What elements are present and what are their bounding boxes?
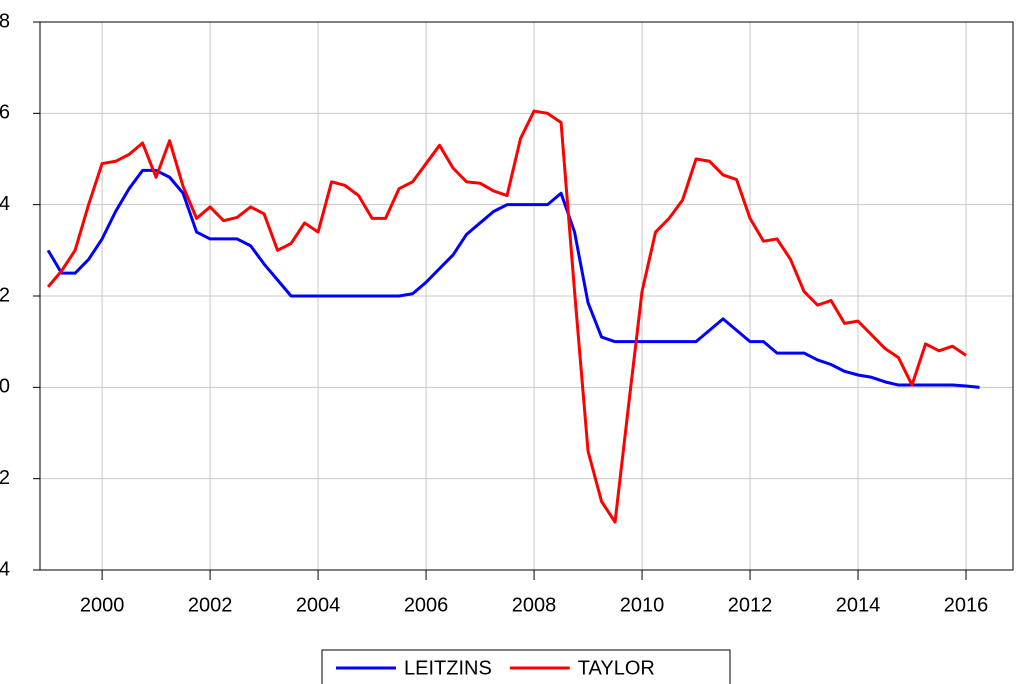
y-tick-label: 0 xyxy=(0,376,10,398)
x-tick-label: 2004 xyxy=(296,594,341,616)
x-tick-label: 2002 xyxy=(188,594,233,616)
x-tick-label: 2006 xyxy=(404,594,449,616)
line xyxy=(46,168,980,389)
y-tick-label: 2 xyxy=(0,284,10,306)
y-tick-label: 8 xyxy=(0,10,10,32)
legend-label: TAYLOR xyxy=(578,657,655,679)
x-tick-label: 2008 xyxy=(512,594,557,616)
x-tick-label: 2012 xyxy=(728,594,773,616)
y-tick-label: 4 xyxy=(0,193,10,215)
legend-label: LEITZINS xyxy=(404,657,492,679)
y-tick-label: -2 xyxy=(0,467,10,489)
y-tick-label: 6 xyxy=(0,102,10,124)
x-tick-label: 2016 xyxy=(944,594,989,616)
x-tick-label: 2010 xyxy=(620,594,665,616)
x-tick-label: 2014 xyxy=(836,594,881,616)
y-tick-label: -4 xyxy=(0,558,10,580)
line xyxy=(46,109,967,524)
x-tick-label: 2000 xyxy=(80,594,125,616)
plot-frame xyxy=(39,21,1014,571)
